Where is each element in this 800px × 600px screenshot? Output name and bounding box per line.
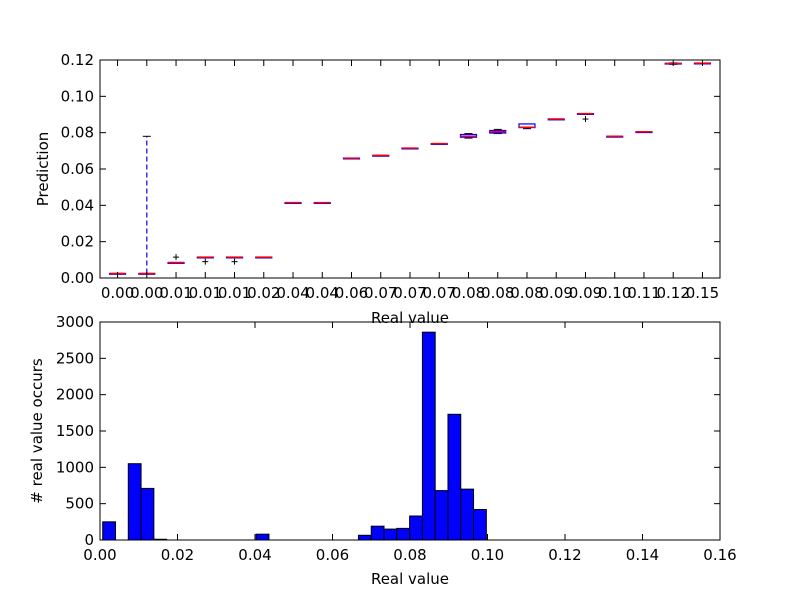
x-tick-label: 0.00 (101, 284, 134, 302)
box-15 (518, 123, 536, 130)
histogram-bar (370, 525, 385, 541)
histogram-x-axis-label: Real value (371, 570, 449, 588)
box-4 (196, 256, 214, 265)
histogram-bar (396, 527, 411, 541)
x-tick-label: 0.04 (238, 546, 271, 564)
x-tick-label: 0.00 (130, 284, 163, 302)
box-16 (547, 118, 565, 121)
y-tick-label: 0.00 (61, 269, 94, 287)
x-tick-label: 0.01 (218, 284, 251, 302)
box-plot-y-ticks: 0.00 0.02 0.04 0.06 0.08 0.10 0.12 (61, 51, 720, 287)
y-tick-label: 0 (84, 531, 94, 549)
box-plot-x-ticks: 0.000.000.010.010.010.020.040.040.060.07… (101, 60, 719, 302)
x-tick-label: 0.16 (703, 546, 736, 564)
y-tick-label: 0.04 (61, 196, 94, 214)
x-tick-label: 0.07 (423, 284, 456, 302)
y-tick-label: 2500 (56, 349, 94, 367)
x-tick-label: 0.01 (189, 284, 222, 302)
box-8 (313, 201, 331, 205)
y-tick-label: 0.08 (61, 124, 94, 142)
x-tick-label: 0.08 (393, 546, 426, 564)
histogram-bar (127, 463, 142, 541)
y-tick-label: 0.02 (61, 233, 94, 251)
x-tick-label: 0.15 (686, 284, 719, 302)
x-tick-label: 0.12 (657, 284, 690, 302)
box-9 (342, 157, 361, 160)
y-tick-label: 500 (65, 495, 94, 513)
x-tick-label: 0.09 (569, 284, 602, 302)
box-12 (430, 142, 448, 145)
y-tick-label: 1000 (56, 458, 94, 476)
histogram-bars (102, 331, 487, 541)
histogram-bar (473, 508, 487, 541)
histogram-bar (357, 534, 372, 541)
histogram-bar (140, 487, 155, 541)
x-tick-label: 0.02 (161, 546, 194, 564)
box-6 (255, 256, 273, 259)
box-3 (167, 254, 185, 264)
histogram-bar (434, 490, 449, 541)
y-tick-label: 0.12 (61, 51, 94, 69)
box-11 (401, 147, 419, 150)
box-14 (489, 128, 507, 135)
histogram-y-ticks: 0 500 1000 1500 2000 2500 3000 (56, 313, 720, 549)
histogram-bar (460, 488, 475, 541)
y-tick-label: 3000 (56, 313, 94, 331)
x-tick-label: 0.10 (471, 546, 504, 564)
x-tick-label: 0.14 (626, 546, 659, 564)
y-tick-label: 0.10 (61, 87, 94, 105)
box-10 (372, 154, 390, 157)
histogram-y-axis-label: # real value occurs (28, 358, 46, 504)
y-tick-label: 0.06 (61, 160, 94, 178)
x-tick-label: 0.11 (627, 284, 660, 302)
x-tick-label: 0.04 (306, 284, 339, 302)
box-17 (576, 112, 595, 123)
x-tick-label: 0.08 (452, 284, 485, 302)
x-tick-label: 0.00 (83, 546, 116, 564)
histogram-bar (383, 528, 398, 541)
x-tick-label: 0.12 (548, 546, 581, 564)
histogram-bar (102, 521, 117, 541)
box-7 (284, 201, 302, 205)
x-tick-label: 0.06 (316, 546, 349, 564)
y-tick-label: 1500 (56, 422, 94, 440)
box-18 (606, 135, 624, 138)
histogram-bar (409, 515, 423, 541)
box-13 (459, 133, 478, 139)
histogram-bar (447, 413, 462, 541)
x-tick-label: 0.01 (159, 284, 192, 302)
box-plot-y-axis-label: Prediction (34, 132, 52, 207)
x-tick-label: 0.02 (247, 284, 280, 302)
histogram-x-ticks: 0.00 0.02 0.04 0.06 0.08 0.10 0.12 0.14 0.16 (83, 322, 737, 564)
x-tick-label: 0.09 (540, 284, 573, 302)
x-tick-label: 0.10 (598, 284, 631, 302)
x-tick-label: 0.08 (510, 284, 543, 302)
y-tick-label: 2000 (56, 386, 94, 404)
box-19 (635, 131, 653, 134)
x-tick-label: 0.07 (364, 284, 397, 302)
x-tick-label: 0.08 (481, 284, 514, 302)
x-tick-label: 0.04 (276, 284, 309, 302)
histogram-bar (255, 533, 270, 541)
x-tick-label: 0.07 (393, 284, 426, 302)
histogram-bar (421, 331, 436, 541)
x-tick-label: 0.06 (335, 284, 368, 302)
box-5 (225, 256, 244, 265)
